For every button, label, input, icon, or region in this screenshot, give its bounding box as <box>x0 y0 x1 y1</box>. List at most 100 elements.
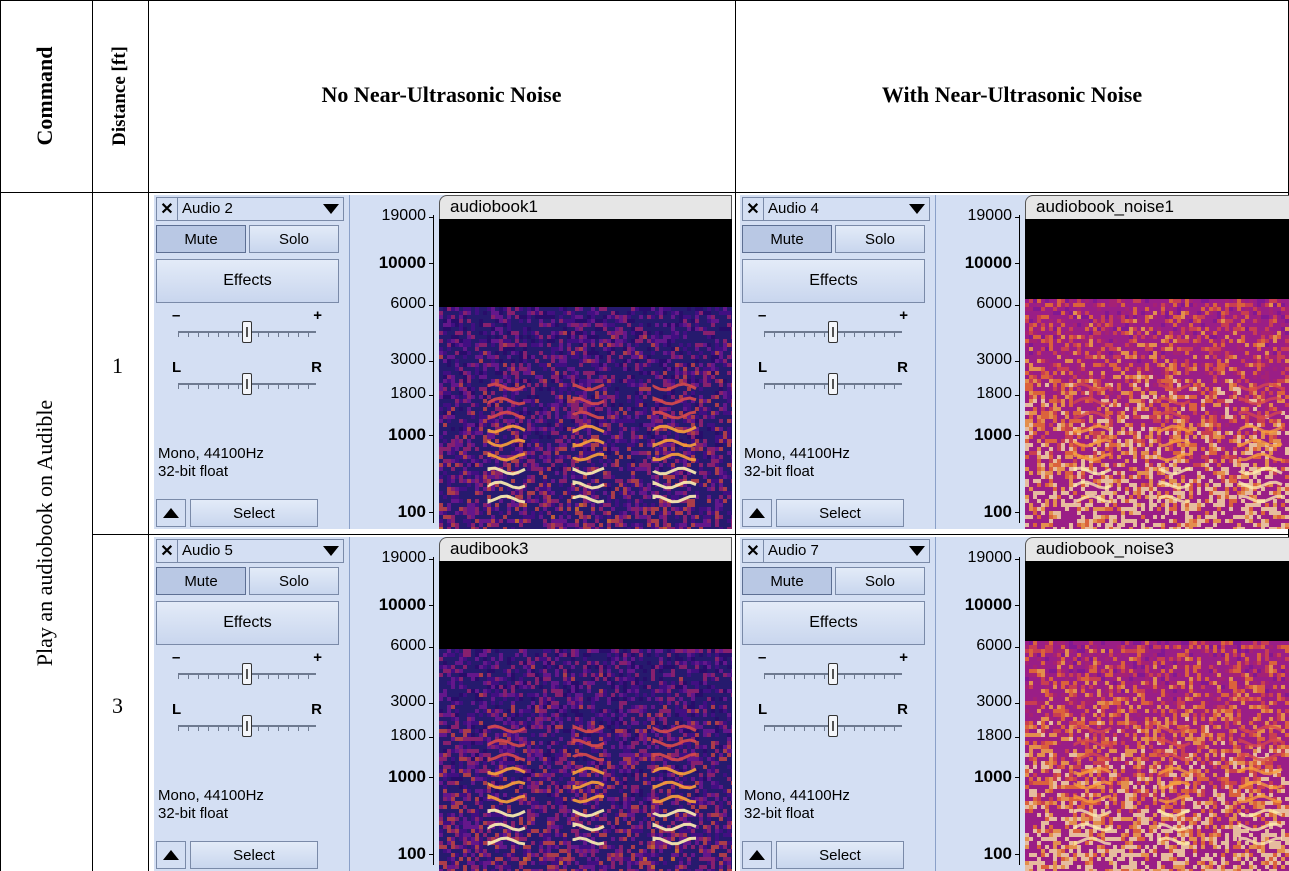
spectrogram <box>439 561 732 871</box>
ruler-label: 100 <box>983 844 1012 863</box>
select-button[interactable]: Select <box>776 499 904 527</box>
gain-minus-label: – <box>172 649 181 666</box>
close-icon[interactable]: ✕ <box>746 201 760 218</box>
dropdown-arrow-icon[interactable] <box>905 540 929 562</box>
track-title-bar[interactable]: ✕ Audio 5 <box>156 539 344 563</box>
effects-button[interactable]: Effects <box>156 601 339 645</box>
gain-slider-thumb[interactable] <box>242 663 252 685</box>
frequency-ruler: 19000 10000 6000 3000 1800 1000 100 <box>936 537 1022 871</box>
gain-slider[interactable]: – + <box>172 649 322 689</box>
format-bits: 32-bit float <box>744 805 815 822</box>
dropdown-arrow-icon[interactable] <box>319 198 343 220</box>
audio-track-1: ✕ Audio 2 Mute Solo Effects – + L R <box>154 195 732 529</box>
track-name[interactable]: Audio 7 <box>763 540 905 562</box>
select-button[interactable]: Select <box>190 841 318 869</box>
mute-button[interactable]: Mute <box>742 567 832 595</box>
close-icon[interactable]: ✕ <box>160 543 174 560</box>
ruler-label: 10000 <box>378 253 426 272</box>
spectrogram <box>439 219 732 529</box>
pan-slider-thumb[interactable] <box>828 373 838 395</box>
collapse-arrow-icon[interactable] <box>156 499 186 527</box>
format-bits: 32-bit float <box>158 463 229 480</box>
pan-slider[interactable]: L R <box>172 701 322 741</box>
track-format-info: Mono, 44100Hz 32-bit float <box>744 787 850 823</box>
ruler-label: 100 <box>397 844 426 863</box>
pan-slider[interactable]: L R <box>758 701 908 741</box>
distance-row-2: 3 <box>112 693 123 718</box>
format-bits: 32-bit float <box>158 805 229 822</box>
ruler-label: 1000 <box>974 425 1012 444</box>
format-rate: Mono, 44100Hz <box>744 787 850 804</box>
close-icon[interactable]: ✕ <box>160 201 174 218</box>
mute-button[interactable]: Mute <box>156 225 246 253</box>
pan-slider[interactable]: L R <box>172 359 322 399</box>
ruler-label: 100 <box>397 502 426 521</box>
track-name[interactable]: Audio 5 <box>177 540 319 562</box>
gain-slider[interactable]: – + <box>758 649 908 689</box>
frequency-ruler: 19000 10000 6000 3000 1800 1000 100 <box>936 195 1022 529</box>
format-rate: Mono, 44100Hz <box>158 787 264 804</box>
pan-right-label: R <box>897 701 908 718</box>
effects-button[interactable]: Effects <box>156 259 339 303</box>
gain-slider-thumb[interactable] <box>828 663 838 685</box>
ruler-label: 3000 <box>976 693 1012 710</box>
pan-slider-thumb[interactable] <box>242 373 252 395</box>
track-title-bar[interactable]: ✕ Audio 7 <box>742 539 930 563</box>
pan-slider-thumb[interactable] <box>828 715 838 737</box>
audio-track-4: ✕ Audio 7 Mute Solo Effects – + L R <box>740 537 1289 871</box>
track-name[interactable]: Audio 2 <box>177 198 319 220</box>
gain-slider-thumb[interactable] <box>828 321 838 343</box>
table-border-top <box>0 0 1289 1</box>
solo-button[interactable]: Solo <box>249 567 339 595</box>
gain-slider[interactable]: – + <box>758 307 908 347</box>
effects-button[interactable]: Effects <box>742 259 925 303</box>
dropdown-arrow-icon[interactable] <box>905 198 929 220</box>
select-button[interactable]: Select <box>190 499 318 527</box>
gain-minus-label: – <box>758 307 767 324</box>
ruler-label: 1800 <box>976 385 1012 402</box>
collapse-arrow-icon[interactable] <box>742 499 772 527</box>
header-divider <box>0 192 1289 193</box>
ruler-label: 10000 <box>964 595 1012 614</box>
pan-slider-thumb[interactable] <box>242 715 252 737</box>
track-title-bar[interactable]: ✕ Audio 4 <box>742 197 930 221</box>
ruler-label: 3000 <box>390 351 426 368</box>
solo-button[interactable]: Solo <box>249 225 339 253</box>
solo-button[interactable]: Solo <box>835 567 925 595</box>
gain-plus-label: + <box>899 307 908 324</box>
pan-slider[interactable]: L R <box>758 359 908 399</box>
pan-right-label: R <box>311 359 322 376</box>
track-title-bar[interactable]: ✕ Audio 2 <box>156 197 344 221</box>
format-bits: 32-bit float <box>744 463 815 480</box>
col-divider-1 <box>92 0 93 871</box>
dropdown-arrow-icon[interactable] <box>319 540 343 562</box>
format-rate: Mono, 44100Hz <box>158 445 264 462</box>
ruler-label: 100 <box>983 502 1012 521</box>
command-text: Play an audiobook on Audible <box>32 399 57 667</box>
clip-name-tab[interactable]: audibook3 <box>439 537 732 561</box>
clip-name-tab[interactable]: audiobook1 <box>439 195 732 219</box>
distance-row-1: 1 <box>112 353 123 378</box>
mute-button[interactable]: Mute <box>742 225 832 253</box>
frequency-ruler: 19000 10000 6000 3000 1800 1000 100 <box>350 195 436 529</box>
select-button[interactable]: Select <box>776 841 904 869</box>
collapse-arrow-icon[interactable] <box>156 841 186 869</box>
track-control-panel: ✕ Audio 5 Mute Solo Effects – + L R <box>154 537 350 871</box>
effects-button[interactable]: Effects <box>742 601 925 645</box>
track-format-info: Mono, 44100Hz 32-bit float <box>158 445 264 481</box>
solo-button[interactable]: Solo <box>835 225 925 253</box>
ruler-label: 1000 <box>974 767 1012 786</box>
ruler-label: 6000 <box>390 295 426 312</box>
track-bottom-bar: Select <box>156 499 342 527</box>
mute-button[interactable]: Mute <box>156 567 246 595</box>
collapse-arrow-icon[interactable] <box>742 841 772 869</box>
format-rate: Mono, 44100Hz <box>744 445 850 462</box>
gain-slider[interactable]: – + <box>172 307 322 347</box>
row-divider <box>92 534 1289 535</box>
close-icon[interactable]: ✕ <box>746 543 760 560</box>
track-name[interactable]: Audio 4 <box>763 198 905 220</box>
audio-track-3: ✕ Audio 5 Mute Solo Effects – + L R <box>154 537 732 871</box>
clip-name-tab[interactable]: audiobook_noise1 <box>1025 195 1289 219</box>
gain-slider-thumb[interactable] <box>242 321 252 343</box>
clip-name-tab[interactable]: audiobook_noise3 <box>1025 537 1289 561</box>
